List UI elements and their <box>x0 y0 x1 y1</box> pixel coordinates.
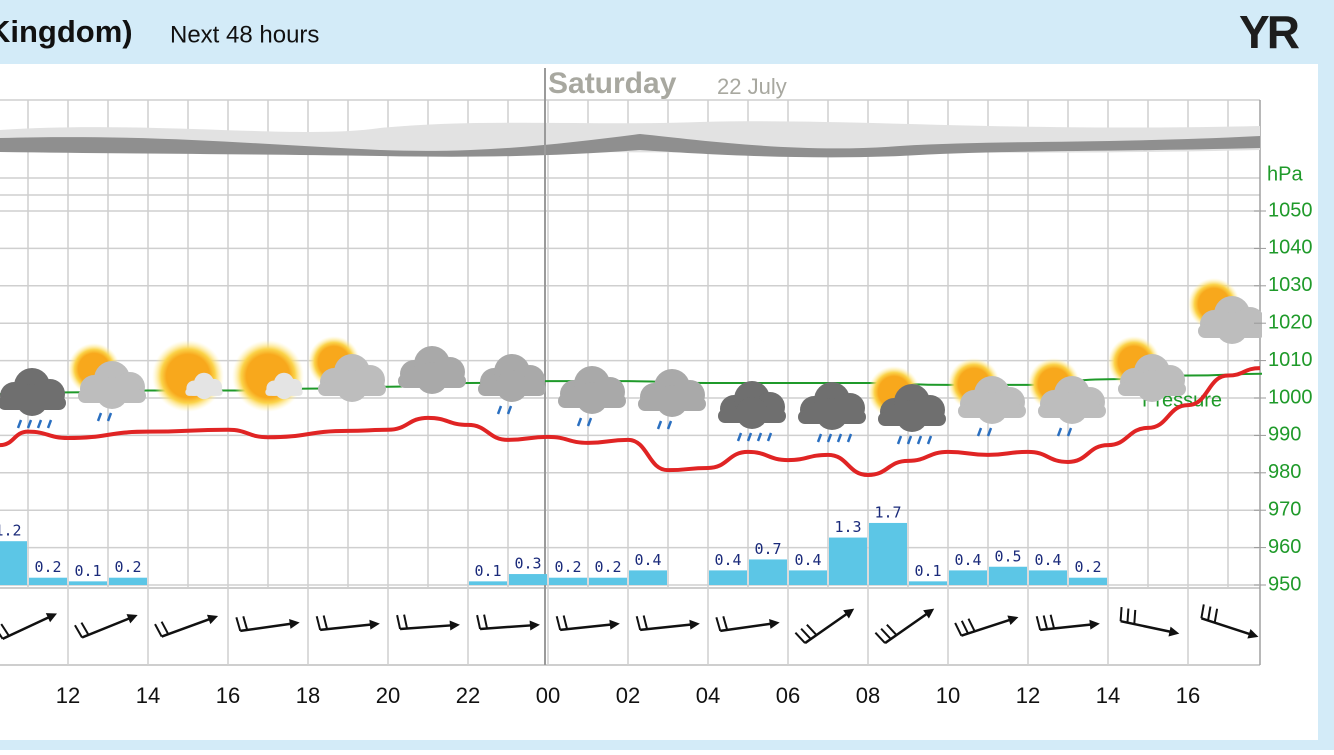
precip-label: 0.4 <box>794 551 821 569</box>
precip-bar <box>1029 570 1067 585</box>
y-tick-label: 970 <box>1268 498 1301 520</box>
precip-label: 0.2 <box>1074 558 1101 576</box>
y-tick-label: 1050 <box>1268 199 1313 221</box>
precip-label: 0.1 <box>914 562 941 580</box>
date-label: 22 July <box>717 74 787 99</box>
x-tick-label: 02 <box>616 683 640 708</box>
x-tick-label: 20 <box>376 683 400 708</box>
precip-label: 1.7 <box>874 503 901 521</box>
sun <box>232 340 304 412</box>
precip-label: 0.4 <box>714 551 741 569</box>
precip-label: 0.4 <box>1034 551 1061 569</box>
precip-bar <box>29 578 67 585</box>
cloud <box>558 394 626 408</box>
cloud <box>1118 382 1186 396</box>
cloud <box>1198 324 1266 338</box>
precip-label: 0.2 <box>34 558 61 576</box>
precip-bar <box>109 578 147 585</box>
x-tick-label: 14 <box>1096 683 1120 708</box>
precip-bar <box>909 581 947 585</box>
cloud <box>958 404 1026 418</box>
weather-icon <box>232 340 304 412</box>
x-tick-label: 12 <box>1016 683 1040 708</box>
y-tick-label: 1030 <box>1268 274 1313 296</box>
x-tick-label: 10 <box>936 683 960 708</box>
header-subtitle: Next 48 hours <box>170 21 319 48</box>
y-tick-label: 1020 <box>1268 311 1313 333</box>
sun <box>152 340 224 412</box>
precip-bar <box>949 570 987 585</box>
precip-label: 1.3 <box>834 518 861 536</box>
cloud <box>185 388 222 396</box>
x-tick-label: 04 <box>696 683 720 708</box>
cloud <box>0 396 66 410</box>
y-tick-label: 990 <box>1268 424 1301 446</box>
precip-label: 0.1 <box>474 562 501 580</box>
cloud <box>1038 404 1106 418</box>
precip-label: 0.4 <box>634 551 661 569</box>
precip-label: 0.4 <box>954 551 981 569</box>
x-tick-label: 16 <box>1176 683 1200 708</box>
cloud <box>638 397 706 411</box>
cloud <box>718 409 786 423</box>
x-tick-label: 16 <box>216 683 240 708</box>
precip-label: 0.2 <box>594 558 621 576</box>
day-label: Saturday <box>548 67 677 100</box>
cloud <box>878 412 946 426</box>
y-tick-label: 960 <box>1268 536 1301 558</box>
precip-bar <box>989 567 1027 585</box>
cloud <box>265 388 302 396</box>
header-title: Kingdom) <box>0 14 133 49</box>
y-tick-label: 950 <box>1268 573 1301 595</box>
precip-label: 0.2 <box>114 558 141 576</box>
x-tick-label: 18 <box>296 683 320 708</box>
cloud <box>318 382 386 396</box>
logo: YR <box>1239 6 1300 58</box>
precip-label: 0.7 <box>754 540 781 558</box>
x-tick-label: 22 <box>456 683 480 708</box>
precip-bar <box>749 559 787 585</box>
precip-bar <box>0 541 27 585</box>
x-tick-label: 12 <box>56 683 80 708</box>
precip-label: 0.2 <box>554 558 581 576</box>
precip-bar <box>589 578 627 585</box>
precip-label: 0.5 <box>994 547 1021 565</box>
precip-bar <box>509 574 547 585</box>
precip-bar <box>789 570 827 585</box>
x-tick-label: 00 <box>536 683 560 708</box>
cloud <box>478 382 546 396</box>
cloud <box>398 374 466 388</box>
precip-bar <box>469 581 507 585</box>
x-tick-label: 06 <box>776 683 800 708</box>
cloud <box>798 410 866 424</box>
precip-bar <box>869 523 907 585</box>
y-tick-label: 1010 <box>1268 349 1313 371</box>
precip-label: 0.3 <box>514 555 541 573</box>
precip-label: 0.1 <box>74 562 101 580</box>
weather-icon <box>152 340 224 412</box>
cloud <box>78 389 146 403</box>
precip-bar <box>709 570 747 585</box>
precip-bar <box>549 578 587 585</box>
precip-bar <box>629 570 667 585</box>
x-tick-label: 08 <box>856 683 880 708</box>
x-tick-label: 14 <box>136 683 160 708</box>
y-tick-label: 980 <box>1268 461 1301 483</box>
y-tick-label: 1040 <box>1268 237 1313 259</box>
precip-label: 1.2 <box>0 522 22 540</box>
precip-bar <box>829 538 867 585</box>
y-axis-label: hPa <box>1267 163 1303 185</box>
precip-bar <box>69 581 107 585</box>
precip-bar <box>1069 578 1107 585</box>
y-tick-label: 1000 <box>1268 386 1313 408</box>
